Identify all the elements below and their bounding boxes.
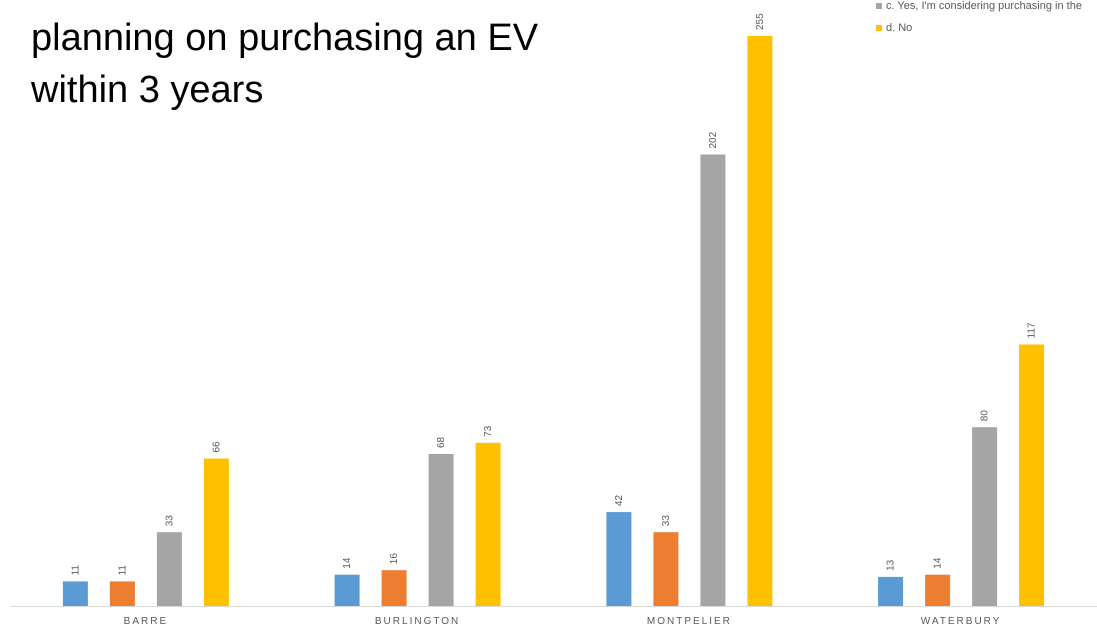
bar-barre-s3: [156, 532, 182, 606]
category-label-waterbury: WATERBURY: [921, 616, 1002, 627]
bar-barre-s1: [62, 581, 88, 606]
legend-item-c: c. Yes, I'm considering purchasing in th…: [876, 0, 1082, 12]
data-label-burlington-s2: 16: [389, 553, 400, 565]
data-label-burlington-s3: 68: [436, 436, 447, 448]
data-label-waterbury-s4: 117: [1027, 322, 1038, 338]
bar-waterbury-s3: [972, 427, 998, 606]
data-label-montpelier-s2: 33: [661, 515, 672, 527]
legend: c. Yes, I'm considering purchasing in th…: [876, 0, 1097, 40]
data-label-burlington-s1: 14: [342, 557, 353, 569]
bar-burlington-s2: [381, 570, 407, 606]
data-label-montpelier-s3: 202: [708, 131, 719, 148]
bar-waterbury-s1: [878, 576, 904, 606]
data-label-montpelier-s4: 255: [755, 13, 766, 30]
chart-title: planning on purchasing an EV within 3 ye…: [31, 17, 539, 111]
category-label-barre: BARRE: [124, 616, 168, 627]
data-label-waterbury-s1: 13: [886, 559, 897, 571]
legend-label-d: d. No: [886, 22, 913, 34]
data-label-barre-s3: 33: [164, 515, 175, 527]
bar-barre-s4: [203, 458, 229, 606]
data-label-barre-s1: 11: [70, 565, 81, 576]
data-label-waterbury-s3: 80: [980, 410, 991, 422]
category-label-montpelier: MONTPELIER: [647, 616, 732, 627]
data-label-barre-s4: 66: [211, 441, 222, 453]
bar-waterbury-s4: [1019, 344, 1045, 606]
legend-swatch-c: [876, 3, 882, 9]
data-label-barre-s2: 11: [117, 565, 128, 576]
bar-burlington-s3: [428, 454, 454, 606]
bar-barre-s2: [109, 581, 135, 606]
bar-burlington-s1: [334, 574, 360, 606]
legend-swatch-d: [876, 25, 882, 31]
legend-label-c: c. Yes, I'm considering purchasing in th…: [886, 0, 1082, 12]
legend-item-d: d. No: [876, 22, 912, 34]
bar-burlington-s4: [475, 442, 501, 606]
category-label-burlington: BURLINGTON: [375, 616, 460, 627]
bar-waterbury-s2: [925, 574, 951, 606]
data-label-montpelier-s1: 42: [614, 495, 625, 507]
bar-montpelier-s4: [747, 36, 773, 606]
data-label-waterbury-s2: 14: [933, 557, 944, 569]
data-label-burlington-s4: 73: [483, 425, 494, 437]
bar-montpelier-s1: [606, 512, 632, 606]
bar-montpelier-s3: [700, 154, 726, 606]
bar-montpelier-s2: [653, 532, 679, 606]
